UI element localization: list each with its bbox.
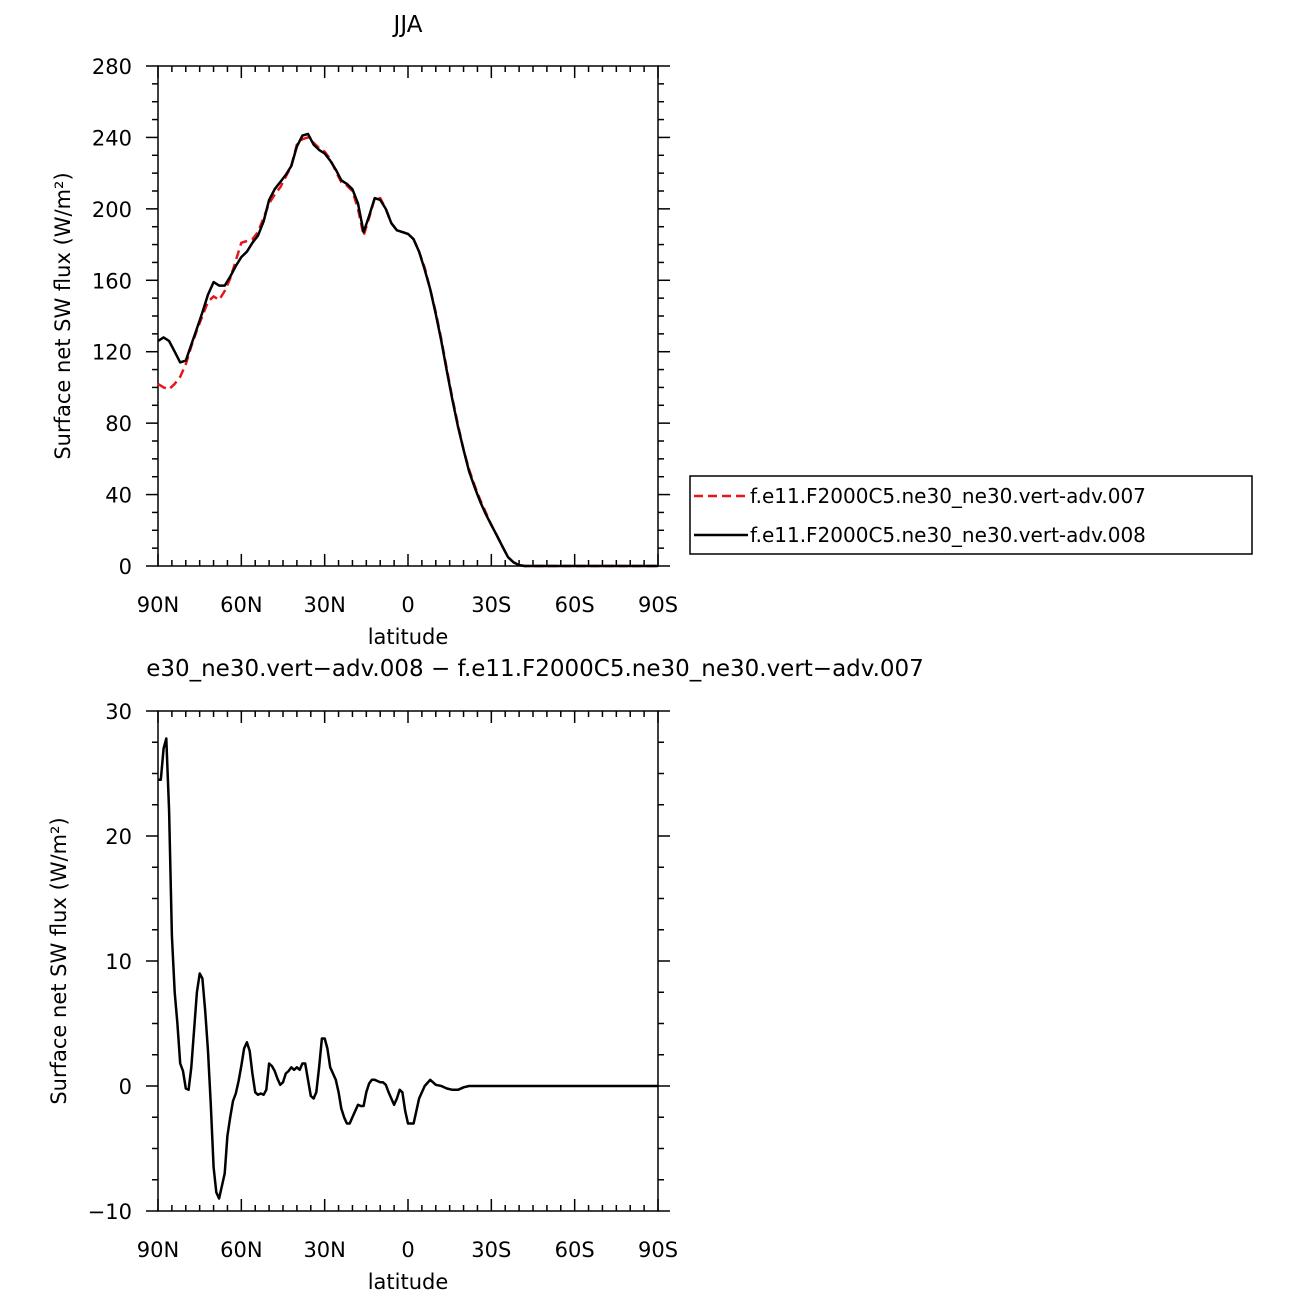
chart-top-ylabel: Surface net SW flux (W/m²) <box>51 172 75 459</box>
legend-box <box>689 475 1253 555</box>
chart-bottom-xtick-label: 60N <box>220 1238 262 1262</box>
chart-bottom-ytick-label: 30 <box>105 700 132 724</box>
chart-top-title: JJA <box>392 12 423 38</box>
chart-bottom-panel: 90N 60N 30N 0 30S 60S 90S −10 0 10 20 30 e30_ne30.ve… <box>47 656 924 1294</box>
chart-top-ytick-label: 160 <box>92 269 132 293</box>
chart-top-ytick-label: 280 <box>92 55 132 79</box>
chart-top-series-2-line <box>157 132 658 568</box>
legend-label-series-1: f.e11.F2000C5.ne30_ne30.vert-adv.007 <box>750 484 1146 508</box>
chart-top-panel: 90N 60N 30N 0 30S 60S 90S 0 40 80 120 160 200 240 280 J… <box>51 12 678 649</box>
chart-top-ytick-label: 80 <box>105 412 132 436</box>
chart-bottom-xtick-label: 90N <box>137 1238 179 1262</box>
chart-top-series-1-line <box>157 136 658 568</box>
chart-top-ytick-label: 40 <box>105 484 132 508</box>
chart-top-xtick-label: 90S <box>638 593 678 617</box>
chart-top-xtick-label: 0 <box>401 593 414 617</box>
chart-bottom-ytick-label: 10 <box>105 950 132 974</box>
chart-bottom-xtick-label: 60S <box>555 1238 595 1262</box>
chart-top-ytick-label: 200 <box>92 198 132 222</box>
chart-bottom-xtick-label: 90S <box>638 1238 678 1262</box>
chart-bottom-ytick-label: 0 <box>119 1075 132 1099</box>
chart-bottom-xtick-label: 30N <box>303 1238 345 1262</box>
legend: f.e11.F2000C5.ne30_ne30.vert-adv.007 f.e1… <box>689 475 1253 555</box>
legend-label-series-2: f.e11.F2000C5.ne30_ne30.vert-adv.008 <box>750 523 1146 547</box>
chart-top-xtick-label: 60S <box>555 593 595 617</box>
chart-top-xtick-label: 30N <box>303 593 345 617</box>
chart-top-xlabel: latitude <box>368 625 449 649</box>
chart-top-ytick-label: 240 <box>92 126 132 150</box>
chart-top-xtick-label: 90N <box>137 593 179 617</box>
chart-bottom-frame <box>157 710 659 1212</box>
chart-top-xtick-label: 60N <box>220 593 262 617</box>
chart-bottom-ytick-label: 20 <box>105 825 132 849</box>
chart-bottom-title: e30_ne30.vert−adv.008 − f.e11.F2000C5.ne… <box>146 656 924 682</box>
chart-top-xtick-label: 30S <box>471 593 511 617</box>
chart-bottom-xlabel: latitude <box>368 1270 449 1294</box>
chart-top-ytick-label: 120 <box>92 341 132 365</box>
chart-bottom-xtick-label: 30S <box>471 1238 511 1262</box>
chart-bottom-ylabel: Surface net SW flux (W/m²) <box>47 817 71 1104</box>
chart-top-ytick-label: 0 <box>119 555 132 579</box>
chart-top-frame <box>157 65 659 567</box>
chart-bottom-xtick-label: 0 <box>401 1238 414 1262</box>
chart-bottom-series-1-line <box>158 737 658 1200</box>
chart-bottom-ytick-label: −10 <box>88 1200 132 1224</box>
